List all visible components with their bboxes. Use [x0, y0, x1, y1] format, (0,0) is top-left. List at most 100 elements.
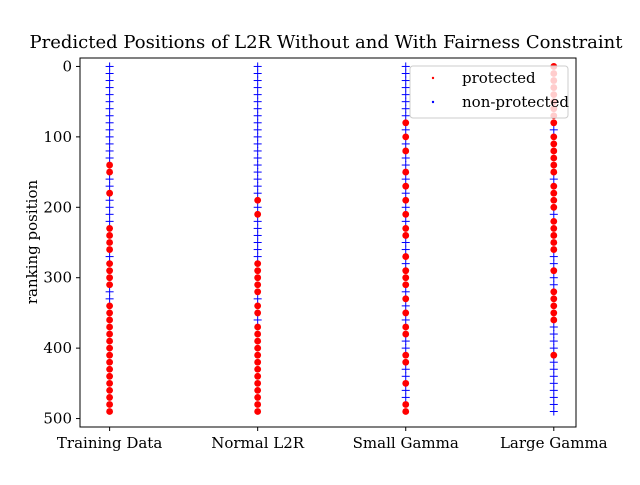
point-non-protected-2	[401, 161, 410, 170]
point-protected-1	[254, 210, 262, 218]
point-non-protected-1	[253, 168, 262, 177]
point-protected-3	[550, 316, 558, 324]
point-protected-0	[106, 394, 114, 401]
point-protected-2	[402, 358, 410, 366]
point-non-protected-0	[105, 217, 114, 226]
point-protected-2	[402, 351, 410, 359]
point-protected-3	[550, 147, 558, 155]
y-tick-label: 200	[43, 198, 72, 216]
point-protected-0	[106, 189, 114, 197]
point-protected-3	[550, 161, 558, 169]
point-protected-2	[402, 119, 410, 127]
legend-marker-protected	[431, 76, 435, 80]
legend-marker-non-protected	[431, 100, 435, 104]
point-non-protected-2	[401, 287, 410, 296]
point-non-protected-0	[105, 182, 114, 191]
point-protected-0	[106, 344, 114, 352]
point-non-protected-3	[549, 358, 558, 367]
point-non-protected-3	[549, 280, 558, 289]
point-non-protected-3	[549, 125, 558, 134]
point-protected-1	[254, 372, 262, 380]
x-axis: Training Data Normal L2R Small Gamma Large …	[57, 427, 608, 452]
point-non-protected-3	[549, 372, 558, 381]
point-non-protected-2	[401, 337, 410, 346]
point-non-protected-3	[549, 400, 558, 409]
point-non-protected-2	[401, 365, 410, 374]
point-non-protected-1	[253, 139, 262, 148]
x-tick-label: Small Gamma	[353, 434, 459, 452]
point-non-protected-3	[549, 323, 558, 332]
point-protected-1	[254, 379, 262, 387]
point-non-protected-1	[253, 252, 262, 261]
point-protected-1	[254, 288, 262, 296]
point-non-protected-1	[253, 146, 262, 155]
point-protected-0	[106, 302, 114, 310]
point-non-protected-0	[105, 118, 114, 127]
point-non-protected-0	[105, 125, 114, 134]
point-protected-1	[254, 394, 262, 401]
y-axis: 0 100 200 300 400 500	[43, 57, 80, 428]
point-protected-3	[550, 196, 558, 204]
point-non-protected-2	[401, 175, 410, 184]
point-non-protected-3	[549, 330, 558, 339]
point-protected-0	[106, 330, 114, 338]
point-non-protected-1	[253, 76, 262, 85]
point-protected-1	[254, 358, 262, 366]
point-protected-3	[550, 133, 558, 141]
point-non-protected-2	[401, 90, 410, 99]
point-non-protected-0	[105, 139, 114, 148]
point-non-protected-0	[105, 203, 114, 212]
point-non-protected-3	[549, 210, 558, 219]
point-protected-0	[106, 274, 114, 282]
point-protected-3	[550, 232, 558, 239]
point-non-protected-2	[401, 344, 410, 353]
point-non-protected-3	[549, 273, 558, 282]
point-protected-2	[402, 330, 410, 338]
point-protected-2	[402, 309, 410, 317]
point-protected-0	[106, 379, 114, 387]
point-protected-0	[106, 281, 114, 289]
point-protected-0	[106, 267, 114, 275]
point-non-protected-1	[253, 118, 262, 127]
point-protected-2	[402, 210, 410, 218]
point-protected-1	[254, 365, 262, 373]
point-non-protected-1	[253, 104, 262, 113]
point-non-protected-0	[105, 210, 114, 219]
point-protected-1	[254, 351, 262, 359]
y-tick-label: 400	[43, 339, 72, 357]
point-non-protected-1	[253, 245, 262, 254]
point-non-protected-0	[105, 69, 114, 78]
point-protected-2	[402, 323, 410, 331]
point-non-protected-2	[401, 203, 410, 212]
point-non-protected-1	[253, 224, 262, 233]
y-axis-label: ranking position	[23, 179, 41, 304]
point-non-protected-2	[401, 125, 410, 134]
y-tick-label: 500	[43, 410, 72, 428]
point-non-protected-2	[401, 83, 410, 92]
point-protected-3	[550, 267, 558, 275]
point-non-protected-3	[549, 337, 558, 346]
point-non-protected-2	[401, 301, 410, 310]
point-protected-3	[550, 225, 558, 232]
point-protected-3	[550, 239, 558, 246]
plot-marks	[105, 62, 558, 416]
point-protected-1	[254, 267, 262, 275]
y-tick-label: 300	[43, 269, 72, 287]
point-non-protected-3	[549, 252, 558, 261]
point-non-protected-1	[253, 189, 262, 198]
point-protected-2	[402, 168, 410, 176]
point-non-protected-0	[105, 104, 114, 113]
point-protected-0	[106, 386, 114, 394]
point-protected-2	[402, 232, 410, 239]
point-non-protected-0	[105, 76, 114, 85]
point-protected-2	[402, 196, 410, 204]
point-protected-0	[106, 408, 114, 415]
point-non-protected-2	[401, 315, 410, 324]
point-non-protected-2	[401, 238, 410, 247]
point-protected-0	[106, 358, 114, 366]
point-non-protected-3	[549, 259, 558, 268]
point-protected-0	[106, 168, 114, 176]
point-non-protected-1	[253, 69, 262, 78]
